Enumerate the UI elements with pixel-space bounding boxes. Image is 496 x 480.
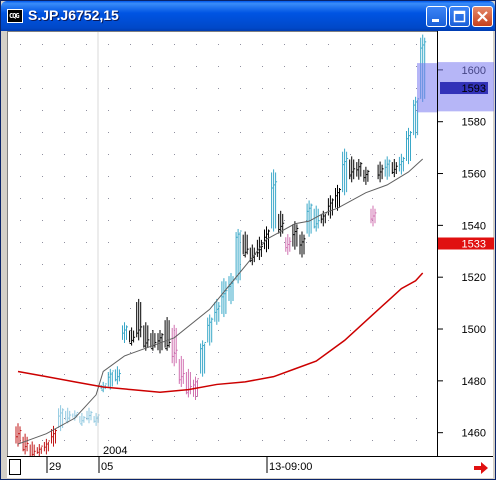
price-bar [242,231,249,258]
maximize-button[interactable] [449,6,470,27]
price-chart-svg [15,32,438,457]
current-price-box [440,82,488,95]
price-bar [43,438,50,455]
year-label: 2004 [103,445,128,457]
price-bar [79,412,86,426]
app-icon[interactable]: CQG [7,9,23,23]
price-tick-label: 1560 [462,169,486,181]
time-axis[interactable]: 2004 29 05 13-09:00 [7,445,493,478]
price-bar [157,330,164,354]
price-bar [349,156,356,183]
price-bar [370,205,377,227]
price-bar [122,322,128,343]
price-bar [129,327,136,346]
price-bar [327,195,334,219]
price-bar [413,96,420,139]
price-bar [406,127,412,165]
time-label-13: 13-09:00 [269,461,313,473]
title-bar[interactable]: CQG S.JP.J6752,15 [1,1,495,31]
price-bar [271,169,278,232]
price-tick-label: 1500 [462,324,486,336]
price-bar [249,244,256,266]
scroll-right-arrow-icon[interactable] [473,461,489,475]
price-bar [136,298,143,341]
price-bar [363,166,370,185]
price-bar [72,410,79,421]
fast-moving-average-line [17,158,424,445]
grid-dots [20,44,417,441]
price-bar [58,405,65,432]
price-bar [200,340,207,377]
price-bar [313,205,320,232]
marker-price-label: 1533 [462,239,486,251]
price-bar [377,161,384,183]
window-title: S.JP.J6752,15 [28,7,119,23]
price-bar [36,444,43,457]
price-bar [22,433,29,455]
price-bar [285,234,292,255]
price-bar [214,298,221,325]
price-bar [164,317,171,351]
price-bar [86,407,93,424]
minimize-button[interactable] [426,6,447,27]
price-bar [235,228,242,284]
price-axis[interactable]: 1600158015601540152015001480146015931533 [437,31,494,456]
price-bar [65,407,72,424]
price-bar [171,324,178,367]
price-bar [143,322,150,351]
price-axis-svg: 1600158015601540152015001480146015931533 [438,62,494,440]
price-bar [221,278,228,318]
current-price-label: 1593 [462,83,486,95]
price-bar [299,231,306,258]
price-bar [398,153,405,175]
price-bar [391,158,398,178]
price-bar [178,355,185,388]
price-bar [150,330,157,351]
price-tick-label: 1540 [462,220,486,232]
scroll-box[interactable] [9,459,21,475]
price-bar [356,158,363,180]
slow-moving-average-line [17,272,424,393]
time-label-05: 05 [101,461,114,473]
price-bar [335,184,341,211]
time-label-29: 29 [49,461,62,473]
price-bar [185,368,192,398]
price-tick-label: 1520 [462,272,486,284]
minimize-icon [432,19,439,22]
price-bar [342,148,349,196]
price-bar [228,273,235,305]
price-bar [207,314,214,346]
price-bar [107,368,114,390]
maximize-icon [453,10,466,23]
price-tick-label: 1580 [462,117,486,129]
price-bar [278,210,285,237]
price-bar [384,156,391,180]
close-icon [477,11,488,22]
price-bar [15,423,22,447]
price-bar [93,412,100,426]
price-bar [292,221,299,250]
close-button[interactable] [472,6,493,27]
price-tick-label: 1480 [462,376,486,388]
marker-price-box [438,237,494,250]
time-axis-svg [46,457,268,473]
price-highlight-band [417,63,438,113]
price-bar [114,366,121,385]
price-bar [29,441,36,457]
price-bar [306,200,313,237]
price-chart-area[interactable] [7,31,438,457]
app-icon-text: CQG [9,12,20,20]
price-bar [256,236,263,261]
price-tick-label: 1460 [462,428,486,440]
